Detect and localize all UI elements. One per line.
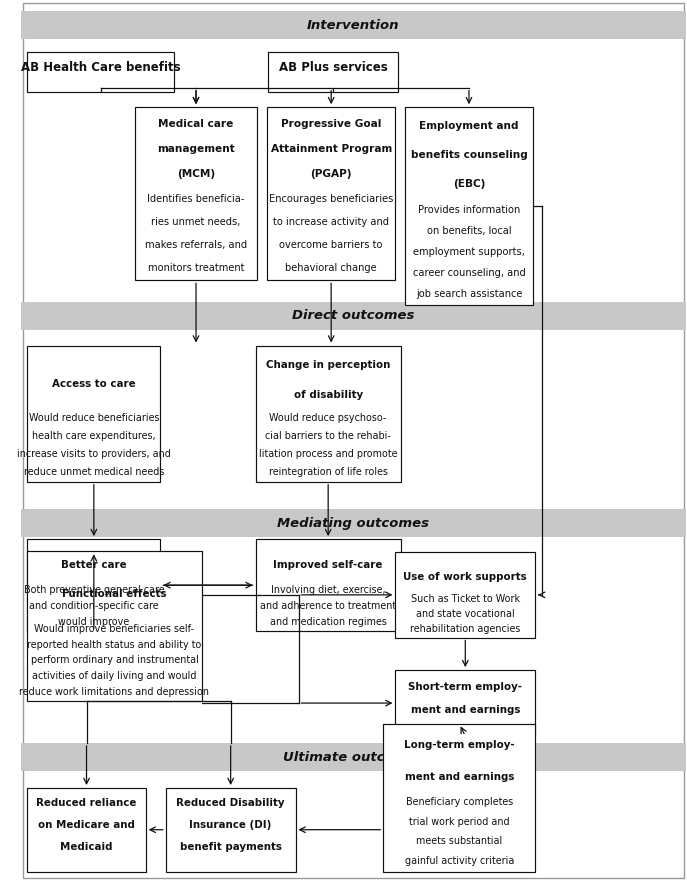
- Text: and condition-specific care: and condition-specific care: [29, 601, 159, 611]
- Text: Mediating outcomes: Mediating outcomes: [278, 516, 429, 529]
- Text: monitors treatment: monitors treatment: [148, 263, 245, 273]
- Text: Beneficiary completes: Beneficiary completes: [406, 797, 513, 807]
- Text: on benefits, local: on benefits, local: [427, 226, 511, 235]
- Text: Direct outcomes: Direct outcomes: [292, 309, 415, 322]
- Text: Progressive Goal: Progressive Goal: [281, 119, 381, 129]
- Text: and adherence to treatment: and adherence to treatment: [260, 601, 396, 611]
- Text: reduce work limitations and depression: reduce work limitations and depression: [19, 687, 210, 697]
- Text: Would reduce psychoso-: Would reduce psychoso-: [269, 412, 387, 423]
- FancyBboxPatch shape: [21, 11, 686, 40]
- FancyBboxPatch shape: [27, 539, 161, 632]
- Text: career counseling, and: career counseling, and: [413, 268, 526, 278]
- Text: Employment and: Employment and: [419, 121, 519, 131]
- FancyBboxPatch shape: [396, 552, 535, 638]
- Text: Medicaid: Medicaid: [60, 842, 113, 852]
- Text: and state vocational: and state vocational: [416, 609, 515, 619]
- Text: (MCM): (MCM): [177, 169, 215, 180]
- FancyBboxPatch shape: [27, 52, 174, 93]
- FancyBboxPatch shape: [256, 539, 401, 632]
- FancyBboxPatch shape: [27, 552, 202, 701]
- Text: litation process and promote: litation process and promote: [259, 448, 397, 459]
- FancyBboxPatch shape: [27, 345, 161, 482]
- Text: job search assistance: job search assistance: [416, 288, 522, 299]
- Text: rehabilitation agencies: rehabilitation agencies: [410, 625, 521, 634]
- Text: (EBC): (EBC): [453, 179, 485, 189]
- Text: of disability: of disability: [293, 390, 363, 400]
- FancyBboxPatch shape: [267, 107, 396, 280]
- Text: Intervention: Intervention: [307, 19, 400, 32]
- Text: AB Plus services: AB Plus services: [279, 61, 387, 74]
- FancyBboxPatch shape: [21, 301, 686, 329]
- Text: Short-term employ-: Short-term employ-: [408, 682, 522, 692]
- Text: (PGAP): (PGAP): [311, 169, 352, 180]
- Text: increase visits to providers, and: increase visits to providers, and: [17, 448, 171, 459]
- Text: Improved self-care: Improved self-care: [273, 560, 383, 570]
- Text: reduce unmet medical needs: reduce unmet medical needs: [23, 467, 164, 477]
- Text: Ultimate outcomes: Ultimate outcomes: [283, 751, 424, 764]
- Text: AB Health Care benefits: AB Health Care benefits: [21, 61, 180, 74]
- Text: ries unmet needs,: ries unmet needs,: [151, 217, 240, 227]
- Text: Access to care: Access to care: [52, 380, 135, 389]
- Text: benefits counseling: benefits counseling: [411, 150, 528, 160]
- FancyBboxPatch shape: [166, 788, 295, 871]
- FancyBboxPatch shape: [256, 345, 401, 482]
- FancyBboxPatch shape: [268, 52, 398, 93]
- Text: Both preventive general care: Both preventive general care: [23, 585, 164, 595]
- Text: Functional effects: Functional effects: [63, 589, 167, 599]
- FancyBboxPatch shape: [135, 107, 257, 280]
- Text: activities of daily living and would: activities of daily living and would: [32, 671, 196, 681]
- Text: behavioral change: behavioral change: [285, 263, 377, 273]
- Text: Attainment Program: Attainment Program: [271, 144, 392, 154]
- Text: reported health status and ability to: reported health status and ability to: [27, 640, 202, 649]
- Text: reintegration of life roles: reintegration of life roles: [269, 467, 387, 477]
- Text: makes referrals, and: makes referrals, and: [145, 240, 247, 250]
- Text: cial barriers to the rehabi-: cial barriers to the rehabi-: [265, 431, 391, 440]
- Text: ment and earnings: ment and earnings: [405, 773, 514, 782]
- Text: overcome barriers to: overcome barriers to: [280, 240, 383, 250]
- Text: benefit payments: benefit payments: [180, 842, 282, 852]
- FancyBboxPatch shape: [396, 670, 535, 736]
- Text: Encourages beneficiaries: Encourages beneficiaries: [269, 194, 394, 204]
- Text: Better care: Better care: [61, 560, 126, 570]
- FancyBboxPatch shape: [383, 723, 535, 871]
- Text: Insurance (DI): Insurance (DI): [190, 820, 272, 830]
- Text: Such as Ticket to Work: Such as Ticket to Work: [411, 594, 520, 604]
- Text: perform ordinary and instrumental: perform ordinary and instrumental: [30, 655, 199, 665]
- FancyBboxPatch shape: [405, 107, 533, 305]
- Text: Use of work supports: Use of work supports: [403, 572, 527, 581]
- Text: Medical care: Medical care: [158, 119, 234, 129]
- Text: would improve: would improve: [58, 618, 129, 627]
- Text: on Medicare and: on Medicare and: [38, 820, 135, 830]
- FancyBboxPatch shape: [27, 788, 146, 871]
- Text: to increase activity and: to increase activity and: [273, 217, 389, 227]
- Text: gainful activity criteria: gainful activity criteria: [405, 855, 514, 866]
- Text: health care expenditures,: health care expenditures,: [32, 431, 156, 440]
- Text: Long-term employ-: Long-term employ-: [404, 740, 515, 750]
- Text: Would reduce beneficiaries: Would reduce beneficiaries: [29, 412, 159, 423]
- Text: and medication regimes: and medication regimes: [270, 618, 387, 627]
- Text: Involving diet, exercise,: Involving diet, exercise,: [271, 585, 385, 595]
- Text: trial work period and: trial work period and: [409, 817, 510, 826]
- Text: Would improve beneficiaries self-: Would improve beneficiaries self-: [34, 624, 194, 633]
- Text: Provides information: Provides information: [418, 204, 520, 215]
- Text: Reduced Disability: Reduced Disability: [177, 798, 285, 809]
- Text: Reduced reliance: Reduced reliance: [36, 798, 137, 809]
- Text: employment supports,: employment supports,: [413, 247, 525, 256]
- FancyBboxPatch shape: [21, 743, 686, 771]
- Text: ment and earnings: ment and earnings: [411, 705, 520, 715]
- Text: Identifies beneficia-: Identifies beneficia-: [147, 194, 245, 204]
- Text: meets substantial: meets substantial: [416, 836, 502, 846]
- Text: management: management: [157, 144, 235, 154]
- Text: Change in perception: Change in perception: [266, 360, 390, 370]
- FancyBboxPatch shape: [21, 509, 686, 537]
